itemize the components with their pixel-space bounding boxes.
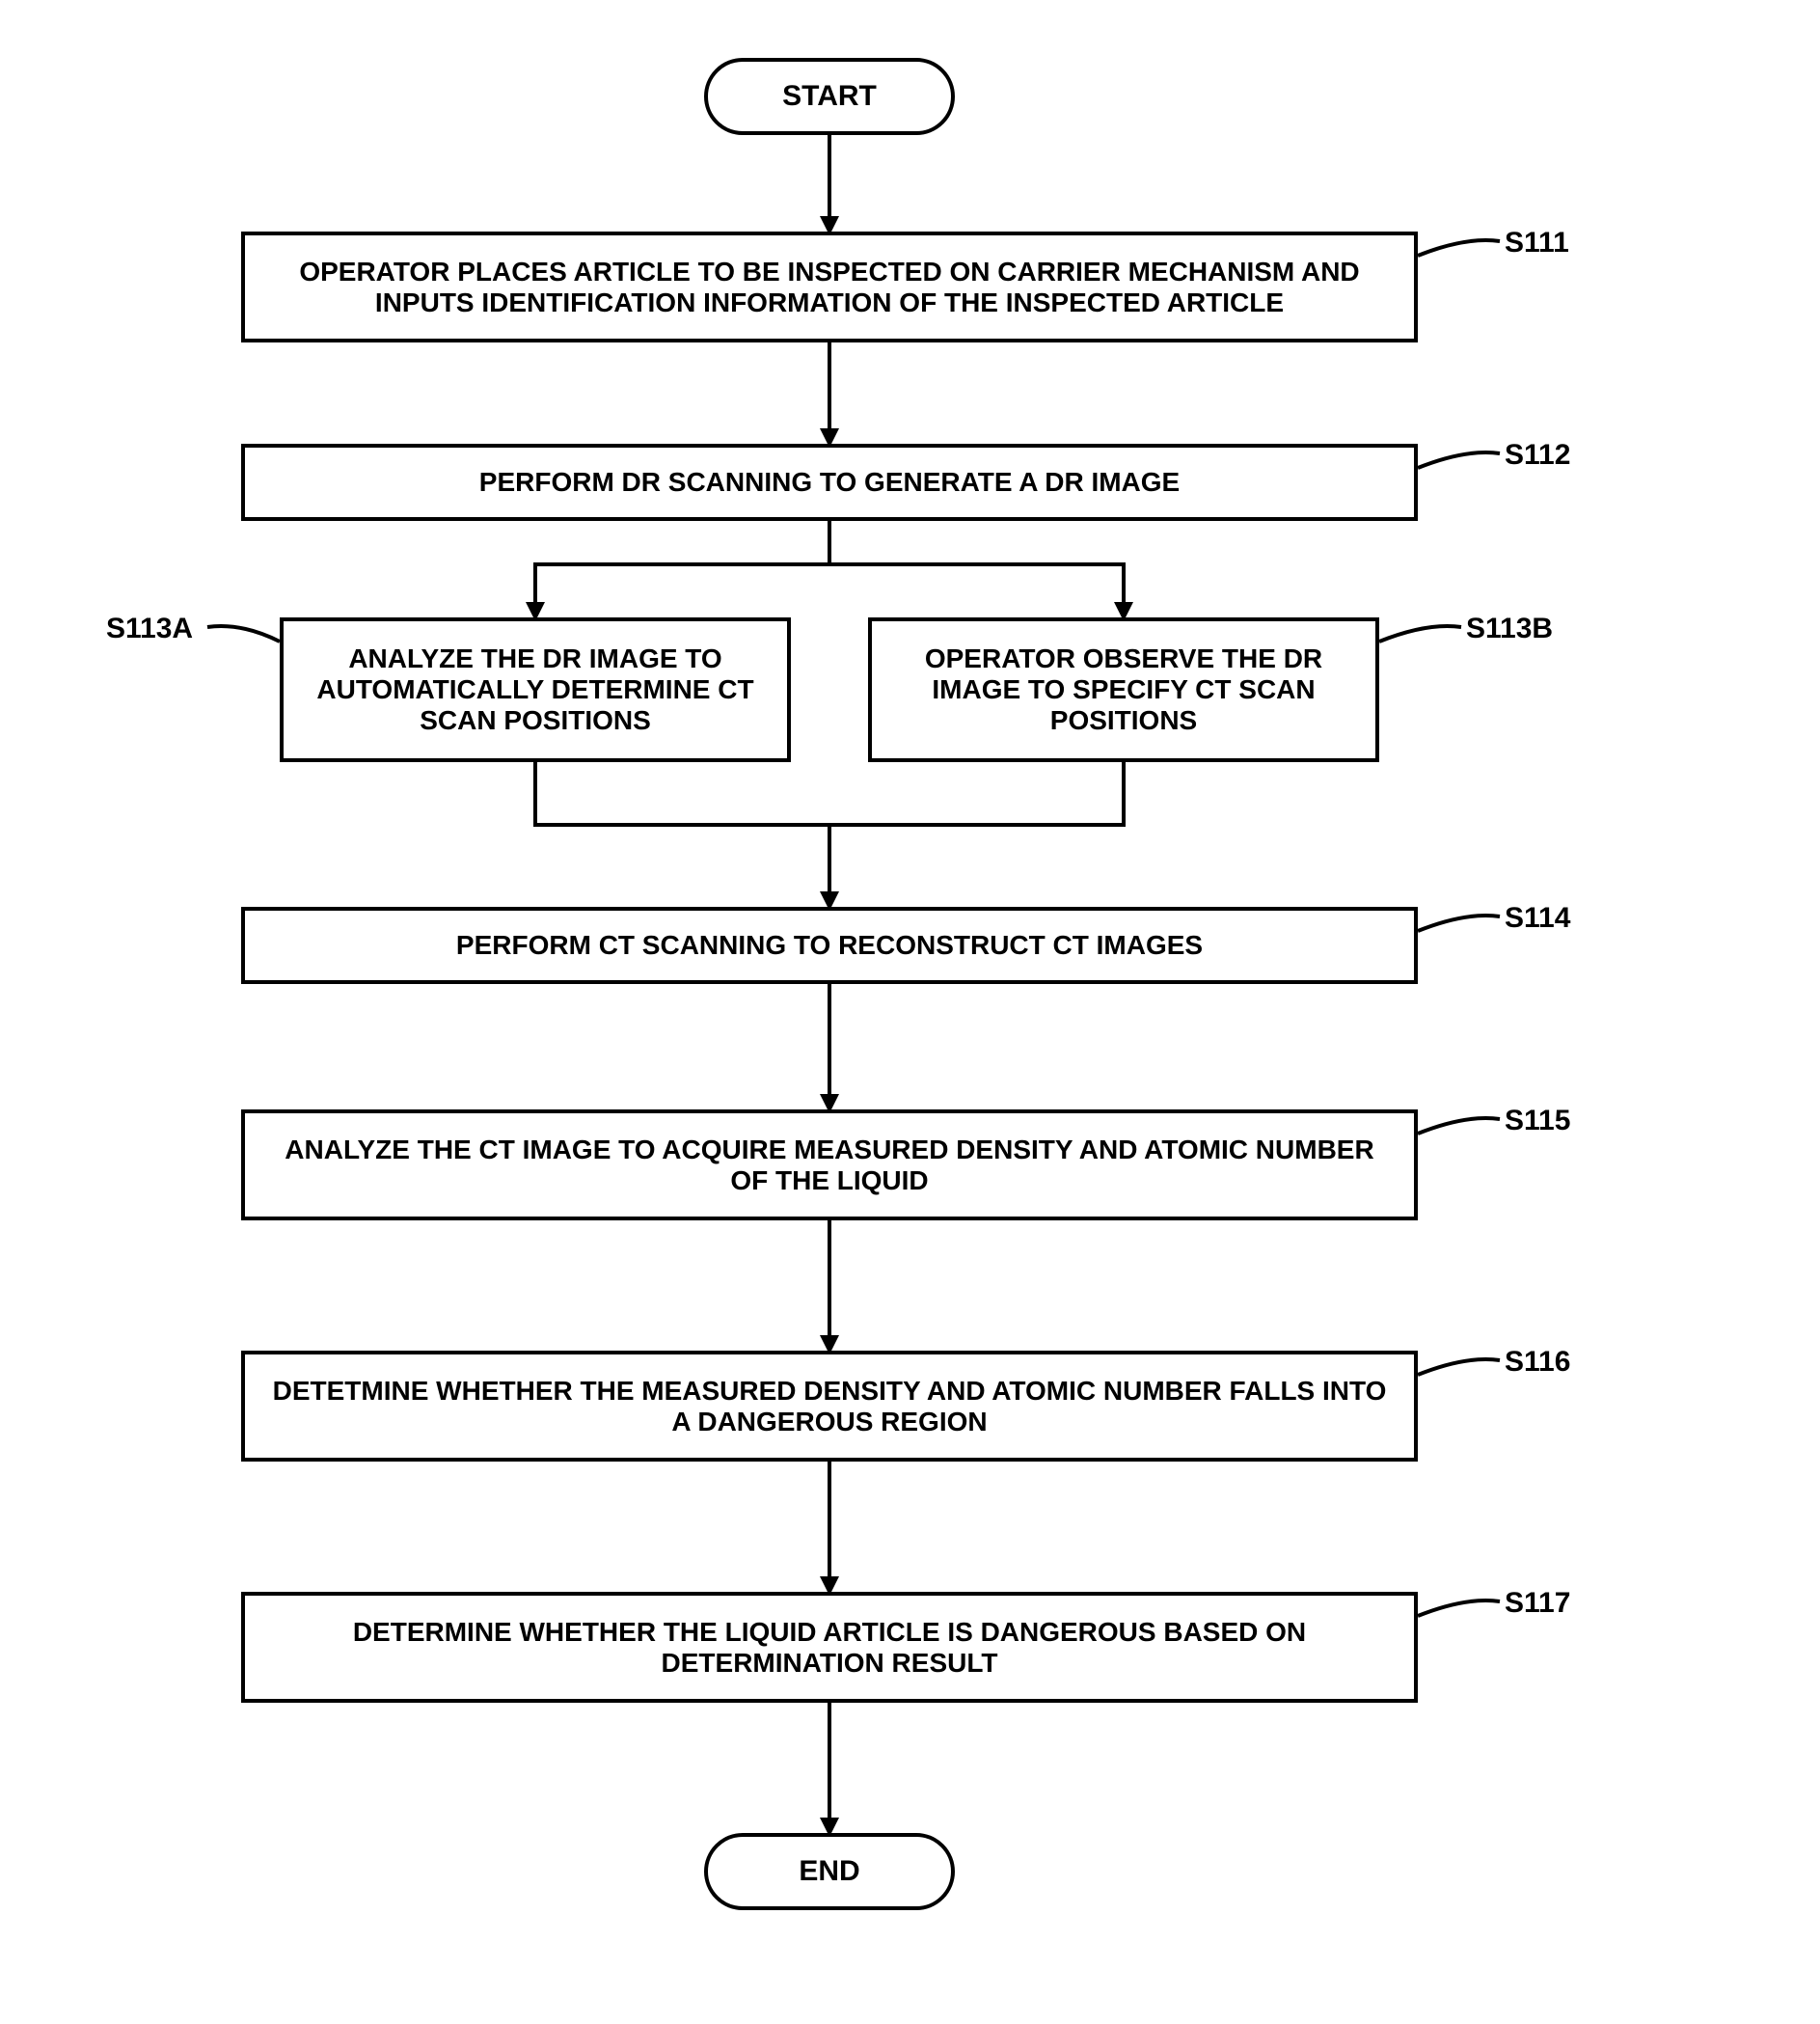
start-text: START (782, 80, 877, 113)
step-s113b-text: OPERATOR OBSERVE THE DR IMAGE TO SPECIFY… (891, 643, 1356, 736)
label-s113b: S113B (1466, 613, 1553, 645)
step-s117: DETERMINE WHETHER THE LIQUID ARTICLE IS … (241, 1592, 1418, 1703)
step-s115: ANALYZE THE CT IMAGE TO ACQUIRE MEASURED… (241, 1109, 1418, 1220)
start-node: START (704, 58, 955, 135)
step-s111: OPERATOR PLACES ARTICLE TO BE INSPECTED … (241, 232, 1418, 342)
label-s116: S116 (1505, 1346, 1570, 1379)
label-s115: S115 (1505, 1105, 1570, 1137)
step-s117-text: DETERMINE WHETHER THE LIQUID ARTICLE IS … (264, 1617, 1395, 1679)
step-s116-text: DETETMINE WHETHER THE MEASURED DENSITY A… (264, 1376, 1395, 1437)
label-s117: S117 (1505, 1587, 1570, 1620)
step-s114: PERFORM CT SCANNING TO RECONSTRUCT CT IM… (241, 907, 1418, 984)
label-s114: S114 (1505, 902, 1570, 935)
step-s116: DETETMINE WHETHER THE MEASURED DENSITY A… (241, 1351, 1418, 1462)
step-s113a: ANALYZE THE DR IMAGE TO AUTOMATICALLY DE… (280, 617, 791, 762)
label-s112: S112 (1505, 439, 1570, 472)
step-s112: PERFORM DR SCANNING TO GENERATE A DR IMA… (241, 444, 1418, 521)
end-text: END (799, 1855, 859, 1888)
step-s111-text: OPERATOR PLACES ARTICLE TO BE INSPECTED … (264, 257, 1395, 318)
label-s111: S111 (1505, 227, 1569, 260)
step-s113a-text: ANALYZE THE DR IMAGE TO AUTOMATICALLY DE… (303, 643, 768, 736)
step-s114-text: PERFORM CT SCANNING TO RECONSTRUCT CT IM… (456, 930, 1203, 961)
step-s115-text: ANALYZE THE CT IMAGE TO ACQUIRE MEASURED… (264, 1135, 1395, 1196)
end-node: END (704, 1833, 955, 1910)
step-s112-text: PERFORM DR SCANNING TO GENERATE A DR IMA… (479, 467, 1180, 498)
label-s113a: S113A (106, 613, 193, 645)
step-s113b: OPERATOR OBSERVE THE DR IMAGE TO SPECIFY… (868, 617, 1379, 762)
